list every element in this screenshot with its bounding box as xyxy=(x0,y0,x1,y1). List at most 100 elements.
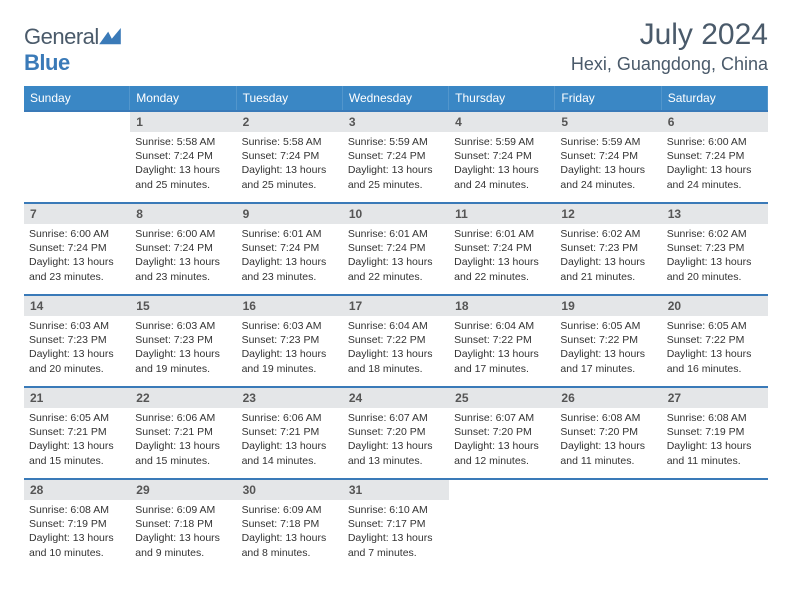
sunset-line: Sunset: 7:22 PM xyxy=(667,333,763,347)
sunset-line: Sunset: 7:24 PM xyxy=(135,241,231,255)
sunrise-line: Sunrise: 6:05 AM xyxy=(29,411,125,425)
day-number: 6 xyxy=(662,112,768,132)
daylight-line: Daylight: 13 hours and 19 minutes. xyxy=(135,347,231,375)
sunset-line: Sunset: 7:24 PM xyxy=(454,241,550,255)
day-number: 16 xyxy=(237,296,343,316)
sunset-line: Sunset: 7:24 PM xyxy=(135,149,231,163)
sunset-line: Sunset: 7:23 PM xyxy=(135,333,231,347)
day-cell: 14Sunrise: 6:03 AMSunset: 7:23 PMDayligh… xyxy=(24,294,130,386)
sunrise-line: Sunrise: 6:05 AM xyxy=(560,319,656,333)
day-number: 8 xyxy=(130,204,236,224)
day-info: Sunrise: 6:01 AMSunset: 7:24 PMDaylight:… xyxy=(237,224,343,289)
day-info: Sunrise: 6:02 AMSunset: 7:23 PMDaylight:… xyxy=(555,224,661,289)
day-cell: 20Sunrise: 6:05 AMSunset: 7:22 PMDayligh… xyxy=(662,294,768,386)
sunset-line: Sunset: 7:21 PM xyxy=(29,425,125,439)
daylight-line: Daylight: 13 hours and 24 minutes. xyxy=(454,163,550,191)
month-title: July 2024 xyxy=(571,18,768,52)
daylight-line: Daylight: 13 hours and 20 minutes. xyxy=(667,255,763,283)
sunrise-line: Sunrise: 5:59 AM xyxy=(454,135,550,149)
day-info: Sunrise: 6:09 AMSunset: 7:18 PMDaylight:… xyxy=(237,500,343,565)
day-info: Sunrise: 6:04 AMSunset: 7:22 PMDaylight:… xyxy=(343,316,449,381)
daylight-line: Daylight: 13 hours and 18 minutes. xyxy=(348,347,444,375)
daylight-line: Daylight: 13 hours and 22 minutes. xyxy=(348,255,444,283)
sunset-line: Sunset: 7:23 PM xyxy=(29,333,125,347)
day-cell: 8Sunrise: 6:00 AMSunset: 7:24 PMDaylight… xyxy=(130,202,236,294)
logo-mark-icon xyxy=(99,28,121,46)
sunset-line: Sunset: 7:20 PM xyxy=(348,425,444,439)
day-cell: 22Sunrise: 6:06 AMSunset: 7:21 PMDayligh… xyxy=(130,386,236,478)
daylight-line: Daylight: 13 hours and 12 minutes. xyxy=(454,439,550,467)
logo-word-2: Blue xyxy=(24,50,70,75)
day-number: 17 xyxy=(343,296,449,316)
sunset-line: Sunset: 7:19 PM xyxy=(29,517,125,531)
day-number: 5 xyxy=(555,112,661,132)
daylight-line: Daylight: 13 hours and 22 minutes. xyxy=(454,255,550,283)
day-number: 15 xyxy=(130,296,236,316)
day-number: 7 xyxy=(24,204,130,224)
day-info: Sunrise: 5:59 AMSunset: 7:24 PMDaylight:… xyxy=(343,132,449,197)
day-cell: 23Sunrise: 6:06 AMSunset: 7:21 PMDayligh… xyxy=(237,386,343,478)
sunrise-line: Sunrise: 6:02 AM xyxy=(560,227,656,241)
daylight-line: Daylight: 13 hours and 15 minutes. xyxy=(135,439,231,467)
sunset-line: Sunset: 7:24 PM xyxy=(560,149,656,163)
day-cell: 25Sunrise: 6:07 AMSunset: 7:20 PMDayligh… xyxy=(449,386,555,478)
day-number: 25 xyxy=(449,388,555,408)
day-info: Sunrise: 6:02 AMSunset: 7:23 PMDaylight:… xyxy=(662,224,768,289)
sunrise-line: Sunrise: 6:07 AM xyxy=(348,411,444,425)
day-info: Sunrise: 6:07 AMSunset: 7:20 PMDaylight:… xyxy=(343,408,449,473)
daylight-line: Daylight: 13 hours and 20 minutes. xyxy=(29,347,125,375)
day-cell: 24Sunrise: 6:07 AMSunset: 7:20 PMDayligh… xyxy=(343,386,449,478)
location: Hexi, Guangdong, China xyxy=(571,54,768,75)
day-cell: 28Sunrise: 6:08 AMSunset: 7:19 PMDayligh… xyxy=(24,478,130,570)
title-block: July 2024 Hexi, Guangdong, China xyxy=(571,18,768,75)
sunrise-line: Sunrise: 5:59 AM xyxy=(348,135,444,149)
day-number: 3 xyxy=(343,112,449,132)
day-info: Sunrise: 6:06 AMSunset: 7:21 PMDaylight:… xyxy=(130,408,236,473)
day-info: Sunrise: 6:05 AMSunset: 7:22 PMDaylight:… xyxy=(662,316,768,381)
daylight-line: Daylight: 13 hours and 25 minutes. xyxy=(135,163,231,191)
sunrise-line: Sunrise: 6:06 AM xyxy=(242,411,338,425)
daylight-line: Daylight: 13 hours and 25 minutes. xyxy=(242,163,338,191)
sunset-line: Sunset: 7:18 PM xyxy=(242,517,338,531)
day-cell: 29Sunrise: 6:09 AMSunset: 7:18 PMDayligh… xyxy=(130,478,236,570)
day-cell: 27Sunrise: 6:08 AMSunset: 7:19 PMDayligh… xyxy=(662,386,768,478)
logo-text: General Blue xyxy=(24,24,121,76)
sunset-line: Sunset: 7:22 PM xyxy=(560,333,656,347)
logo: General Blue xyxy=(24,24,121,76)
day-number: 24 xyxy=(343,388,449,408)
day-cell: 17Sunrise: 6:04 AMSunset: 7:22 PMDayligh… xyxy=(343,294,449,386)
day-info: Sunrise: 6:04 AMSunset: 7:22 PMDaylight:… xyxy=(449,316,555,381)
sunset-line: Sunset: 7:22 PM xyxy=(348,333,444,347)
sunset-line: Sunset: 7:24 PM xyxy=(454,149,550,163)
day-cell: 5Sunrise: 5:59 AMSunset: 7:24 PMDaylight… xyxy=(555,110,661,202)
daylight-line: Daylight: 13 hours and 8 minutes. xyxy=(242,531,338,559)
day-info: Sunrise: 6:03 AMSunset: 7:23 PMDaylight:… xyxy=(130,316,236,381)
day-cell: 12Sunrise: 6:02 AMSunset: 7:23 PMDayligh… xyxy=(555,202,661,294)
sunrise-line: Sunrise: 6:01 AM xyxy=(242,227,338,241)
day-header: Friday xyxy=(555,86,661,110)
header: General Blue July 2024 Hexi, Guangdong, … xyxy=(24,18,768,76)
daylight-line: Daylight: 13 hours and 23 minutes. xyxy=(29,255,125,283)
sunset-line: Sunset: 7:22 PM xyxy=(454,333,550,347)
day-cell: 13Sunrise: 6:02 AMSunset: 7:23 PMDayligh… xyxy=(662,202,768,294)
day-cell: 4Sunrise: 5:59 AMSunset: 7:24 PMDaylight… xyxy=(449,110,555,202)
daylight-line: Daylight: 13 hours and 19 minutes. xyxy=(242,347,338,375)
sunrise-line: Sunrise: 6:08 AM xyxy=(29,503,125,517)
calendar-grid: SundayMondayTuesdayWednesdayThursdayFrid… xyxy=(24,86,768,570)
empty-cell xyxy=(24,110,130,202)
sunset-line: Sunset: 7:20 PM xyxy=(560,425,656,439)
daylight-line: Daylight: 13 hours and 10 minutes. xyxy=(29,531,125,559)
day-number: 31 xyxy=(343,480,449,500)
day-info: Sunrise: 5:58 AMSunset: 7:24 PMDaylight:… xyxy=(130,132,236,197)
day-info: Sunrise: 6:07 AMSunset: 7:20 PMDaylight:… xyxy=(449,408,555,473)
sunrise-line: Sunrise: 6:08 AM xyxy=(560,411,656,425)
sunset-line: Sunset: 7:21 PM xyxy=(135,425,231,439)
sunset-line: Sunset: 7:17 PM xyxy=(348,517,444,531)
sunset-line: Sunset: 7:20 PM xyxy=(454,425,550,439)
daylight-line: Daylight: 13 hours and 23 minutes. xyxy=(135,255,231,283)
sunset-line: Sunset: 7:24 PM xyxy=(348,241,444,255)
day-number: 19 xyxy=(555,296,661,316)
day-number: 11 xyxy=(449,204,555,224)
sunset-line: Sunset: 7:24 PM xyxy=(667,149,763,163)
sunrise-line: Sunrise: 5:58 AM xyxy=(135,135,231,149)
